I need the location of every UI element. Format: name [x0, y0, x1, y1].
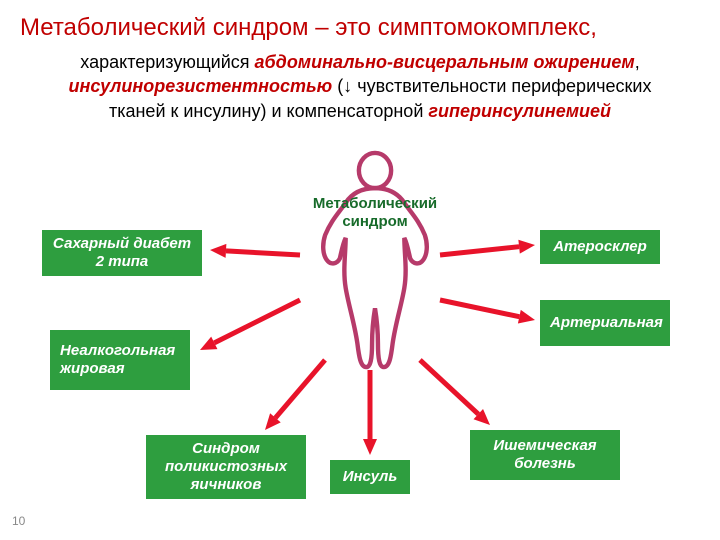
- subtitle-em1: абдоминально-висцеральным ожирением: [255, 52, 635, 72]
- body-silhouette-icon: [300, 150, 450, 370]
- subtitle-em2: инсулинорезистентностью: [69, 76, 333, 96]
- arrow-shaft-htn: [440, 300, 519, 317]
- subtitle-em3: гиперинсулинемией: [428, 101, 611, 121]
- arrow-head-diabetes: [210, 244, 226, 258]
- box-nafld: Неалкогольная жировая: [50, 330, 190, 390]
- central-label-line2: синдром: [342, 213, 407, 230]
- central-label: Метаболический синдром: [300, 195, 450, 231]
- box-pcos: Синдром поликистозных яичников: [146, 435, 306, 499]
- arrow-head-athero: [518, 240, 535, 254]
- page-number: 10: [12, 514, 25, 528]
- box-athero: Атеросклер: [540, 230, 660, 264]
- arrow-head-stroke: [363, 439, 377, 455]
- arrow-head-nafld: [200, 337, 217, 350]
- box-stroke: Инсуль: [330, 460, 410, 494]
- arrow-head-pcos: [265, 413, 281, 430]
- arrow-shaft-diabetes: [226, 251, 300, 255]
- subtitle-prefix: характеризующийся: [80, 52, 254, 72]
- box-htn: Артериальная: [540, 300, 670, 346]
- arrow-head-htn: [518, 310, 535, 324]
- arrow-shaft-athero: [440, 247, 519, 255]
- arrow-head-ihd: [474, 409, 490, 425]
- arrow-shaft-nafld: [214, 300, 300, 343]
- box-diabetes: Сахарный диабет 2 типа: [42, 230, 202, 276]
- slide-title: Метаболический синдром – это симптомоком…: [20, 14, 700, 42]
- central-label-line1: Метаболический: [313, 195, 437, 212]
- box-ihd: Ишемическая болезнь: [470, 430, 620, 480]
- subtitle-sep1: ,: [635, 52, 640, 72]
- slide-subtitle: характеризующийся абдоминально-висцераль…: [40, 50, 680, 123]
